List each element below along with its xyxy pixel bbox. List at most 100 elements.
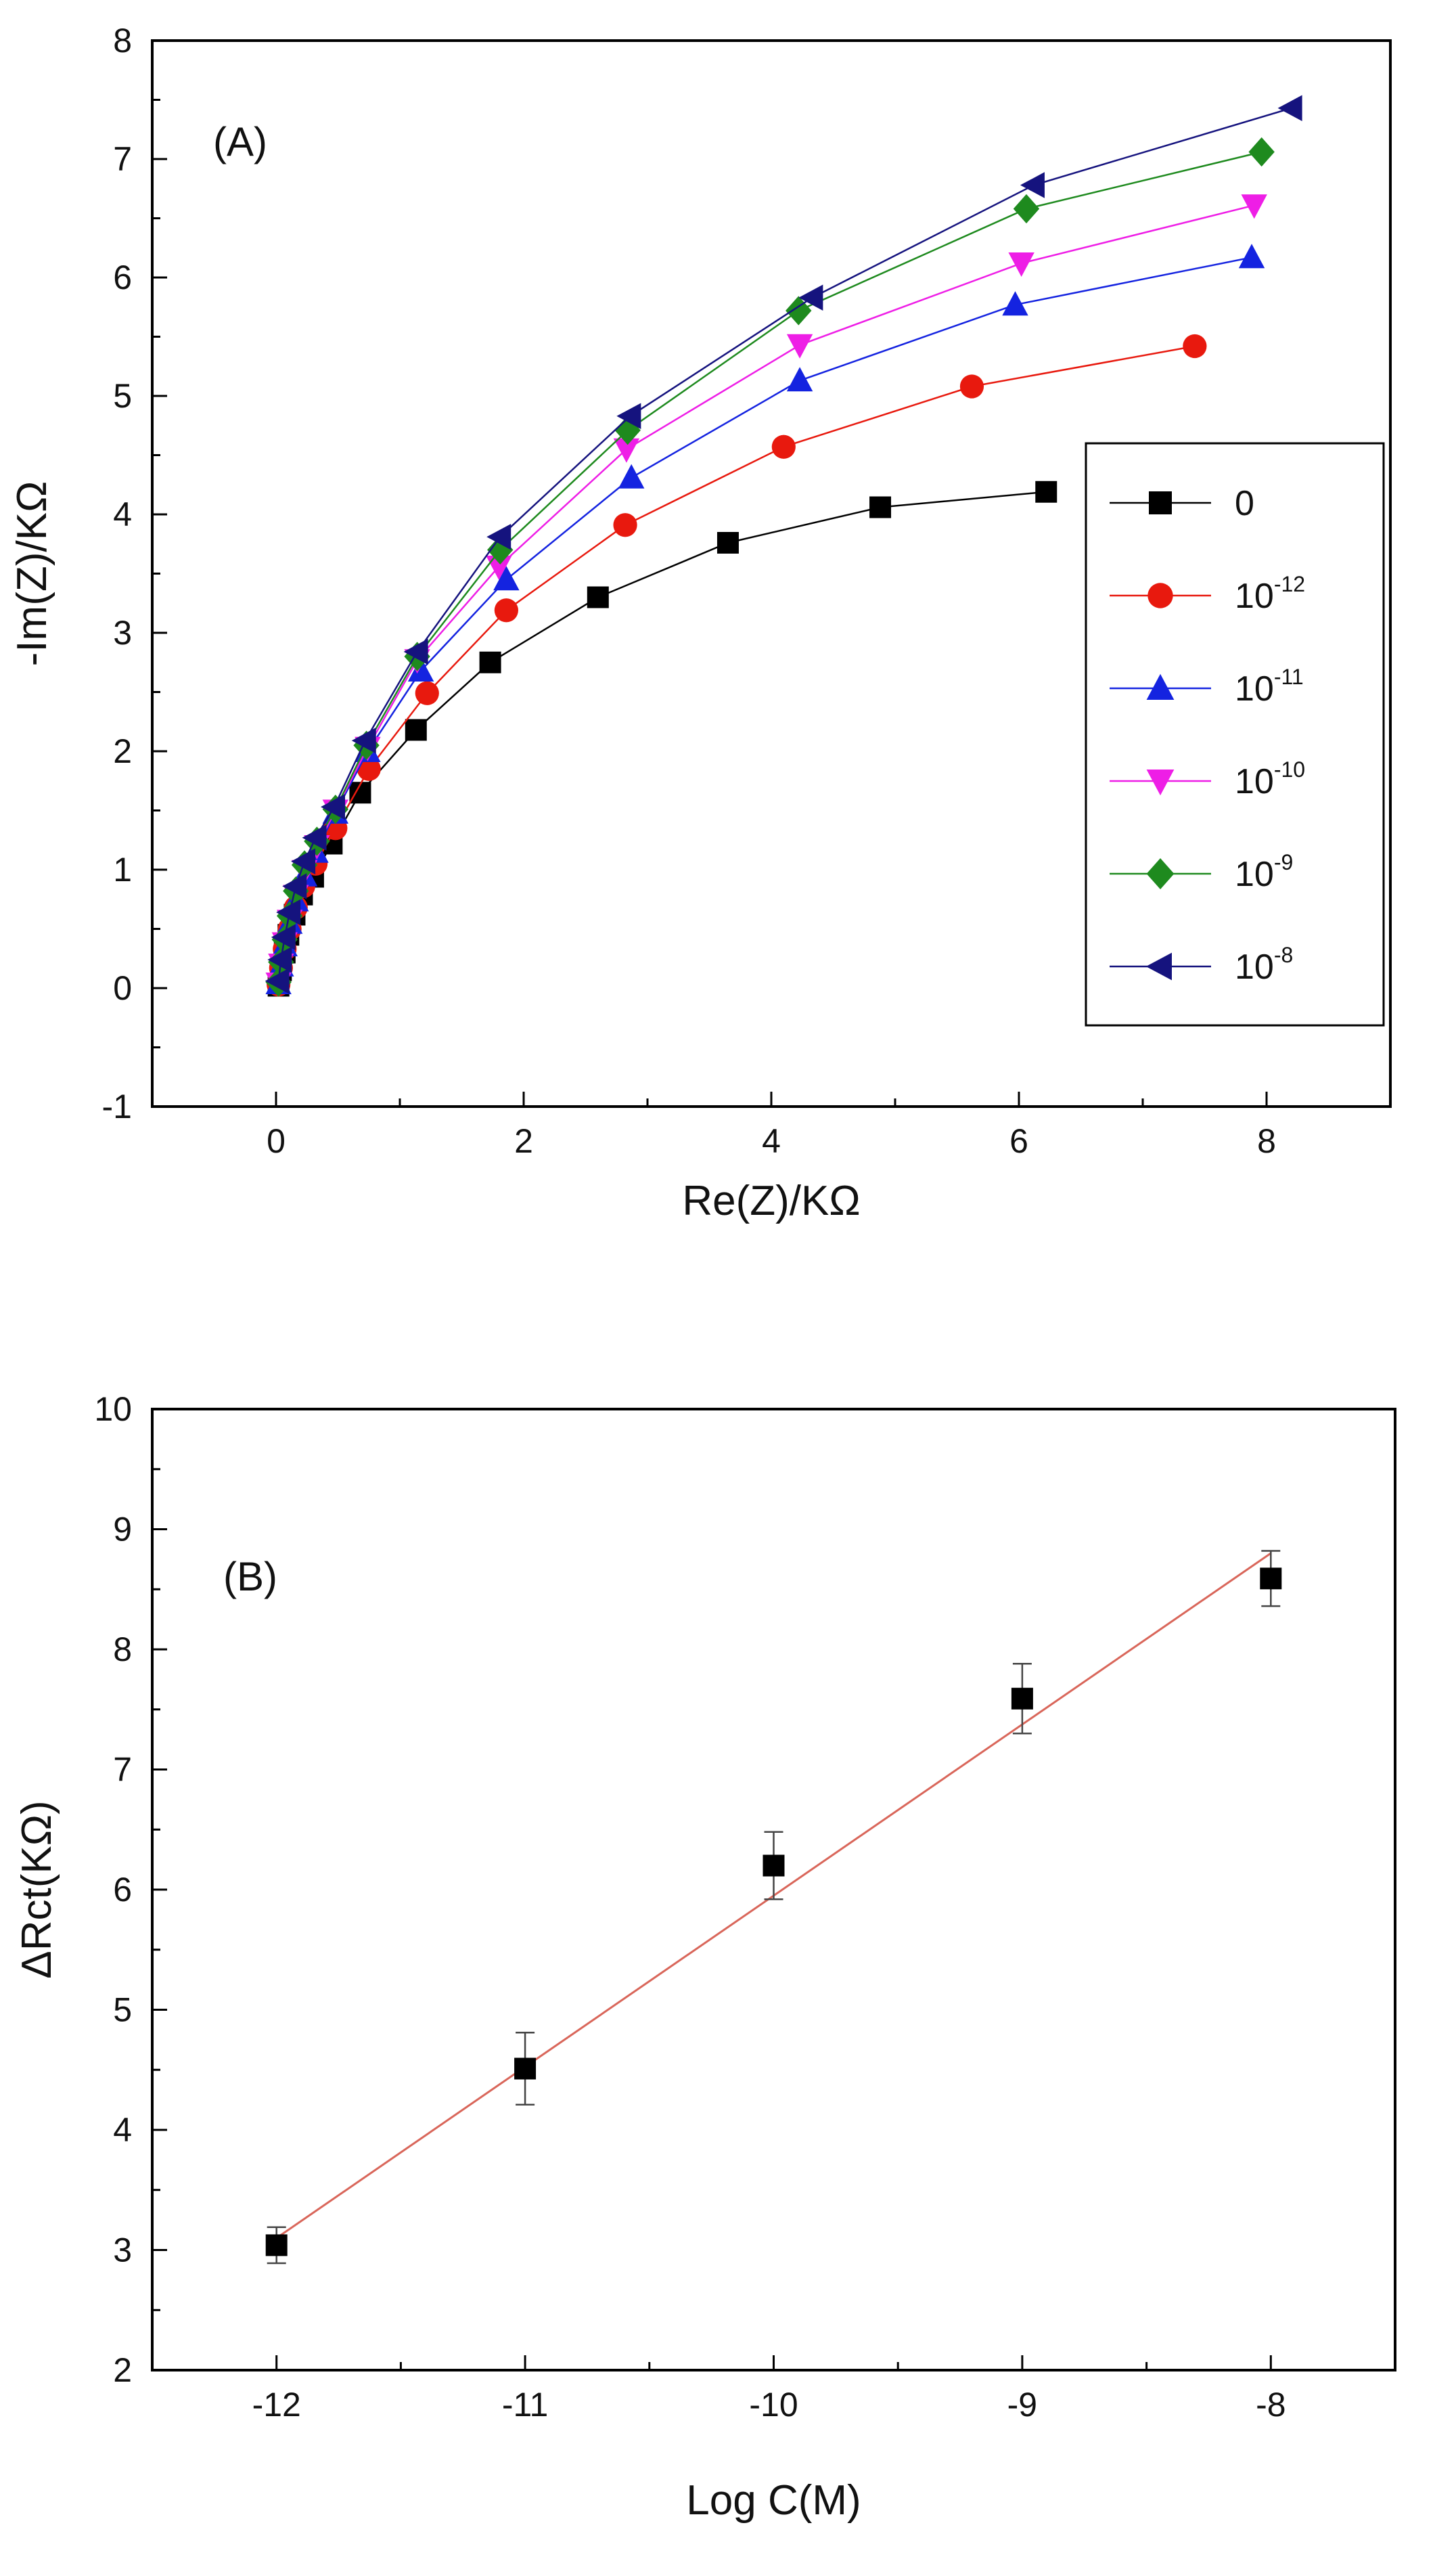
series-10^-8 <box>265 95 1302 994</box>
data-point <box>1020 172 1045 198</box>
legend-label-base: 10 <box>1235 669 1274 709</box>
panel-b-x-tick-label: -10 <box>749 2386 798 2424</box>
panel-b-y-tick-label: 2 <box>113 2351 132 2389</box>
panel-b-y-tick-label: 10 <box>94 1390 132 1428</box>
legend-label-base: 10 <box>1235 948 1274 987</box>
calibration-point <box>265 2226 288 2265</box>
panel-b-y-tick-label: 4 <box>113 2111 132 2149</box>
data-point <box>494 598 518 623</box>
legend-marker <box>1145 952 1172 981</box>
legend-label: 10-11 <box>1235 665 1304 709</box>
panel-a-y-tick-label: 7 <box>113 140 132 178</box>
data-point <box>321 794 346 820</box>
data-point <box>1008 252 1034 277</box>
panel-b-y-tick-label: 8 <box>113 1630 132 1668</box>
data-point <box>282 873 307 899</box>
data-point <box>614 416 641 445</box>
data-point <box>798 284 823 311</box>
legend-item-10^-12: 10-12 <box>1110 572 1305 616</box>
panel-a-series <box>265 95 1302 997</box>
data-point <box>265 2234 288 2256</box>
panel-b-y-axis-title: ΔRct(KΩ) <box>14 1800 60 1978</box>
data-point <box>786 367 813 392</box>
data-point <box>267 946 292 973</box>
data-point <box>869 496 892 518</box>
legend-box <box>1085 442 1385 1027</box>
calibration-point <box>1011 1663 1033 1735</box>
panel-b-y-axis: 2 3 4 5 6 7 8 9 10 <box>94 1390 167 2389</box>
legend-item-10^-10: 10-10 <box>1110 757 1305 801</box>
data-point <box>415 681 439 705</box>
data-point <box>1002 291 1028 316</box>
panel-a-y-axis-title: -Im(Z)/KΩ <box>9 481 55 667</box>
panel-b-x-tick-label: -8 <box>1256 2386 1286 2424</box>
legend-label-exponent: -11 <box>1274 665 1304 689</box>
data-point <box>357 757 381 781</box>
panel-a-x-tick-label: 4 <box>762 1122 781 1160</box>
legend-label: 0 <box>1235 484 1254 523</box>
data-point <box>403 638 428 665</box>
data-point <box>786 334 813 359</box>
data-point <box>487 535 514 565</box>
panel-a-x-axis: 0 2 4 6 8 <box>267 1092 1276 1160</box>
data-point <box>1035 481 1057 503</box>
data-point <box>613 438 640 463</box>
legend-item-10^-9: 10-9 <box>1110 850 1293 894</box>
calibration-point <box>514 2031 537 2106</box>
panel-b-y-tick-label: 7 <box>113 1751 132 1789</box>
data-point <box>763 1854 785 1877</box>
data-point <box>587 586 609 608</box>
panel-a-x-tick-label: 8 <box>1257 1122 1276 1160</box>
legend-label-exponent: -12 <box>1274 572 1305 596</box>
data-point <box>271 924 296 950</box>
data-point <box>514 2057 537 2080</box>
legend-label: 10-8 <box>1235 943 1293 987</box>
data-point <box>486 556 512 580</box>
legend-marker <box>1146 673 1175 700</box>
legend-label-base: 10 <box>1235 855 1274 894</box>
legend-label-base: 0 <box>1235 484 1254 523</box>
panel-a-y-tick-label: 8 <box>113 22 132 60</box>
panel-b-points <box>265 1550 1282 2265</box>
data-point <box>1248 137 1275 167</box>
data-point <box>1183 334 1207 359</box>
data-point <box>1260 1567 1282 1590</box>
legend-marker <box>1146 770 1175 796</box>
panel-a-x-tick-label: 6 <box>1009 1122 1028 1160</box>
panel-b-label: (B) <box>223 1554 277 1599</box>
data-point <box>1277 95 1302 121</box>
data-point <box>1238 244 1265 269</box>
panel-b-x-axis: -12 -11 -10 -9 -8 <box>252 2355 1286 2424</box>
legend-marker <box>1146 858 1175 889</box>
data-point <box>1013 194 1040 224</box>
panel-b-y-tick-label: 5 <box>113 1991 132 2029</box>
legend-item-0: 0 <box>1110 484 1254 523</box>
panel-a-y-axis: -1 0 1 2 3 4 5 6 7 8 <box>102 22 167 1126</box>
data-point <box>479 651 501 673</box>
panel-b-calibration-plot: -12 -11 -10 -9 -8 2 3 4 5 6 7 8 9 10 (B) Log C(M) ΔR… <box>14 1390 1396 2524</box>
panel-a-y-tick-label: 1 <box>113 851 132 889</box>
data-point <box>616 403 641 429</box>
calibration-point <box>1260 1550 1282 1607</box>
panel-b-y-tick-label: 6 <box>113 1871 132 1909</box>
panel-a-y-tick-label: 0 <box>113 969 132 1007</box>
panel-a-y-tick-label: 4 <box>113 495 132 533</box>
legend-item-10^-11: 10-11 <box>1110 665 1304 709</box>
data-point <box>771 435 796 459</box>
data-point <box>618 464 645 489</box>
data-point <box>276 899 301 926</box>
panel-b-y-tick-label: 3 <box>113 2231 132 2269</box>
panel-a-y-tick-label: 3 <box>113 614 132 652</box>
data-point <box>786 296 812 326</box>
data-point <box>351 728 376 754</box>
legend-label-exponent: -9 <box>1274 850 1293 874</box>
legend-label: 10-9 <box>1235 850 1293 894</box>
legend-label-base: 10 <box>1235 577 1274 616</box>
legend-marker <box>1149 491 1172 514</box>
panel-b-x-axis-title: Log C(M) <box>686 2477 861 2524</box>
panel-a-x-tick-label: 0 <box>267 1122 286 1160</box>
data-point <box>407 657 434 682</box>
